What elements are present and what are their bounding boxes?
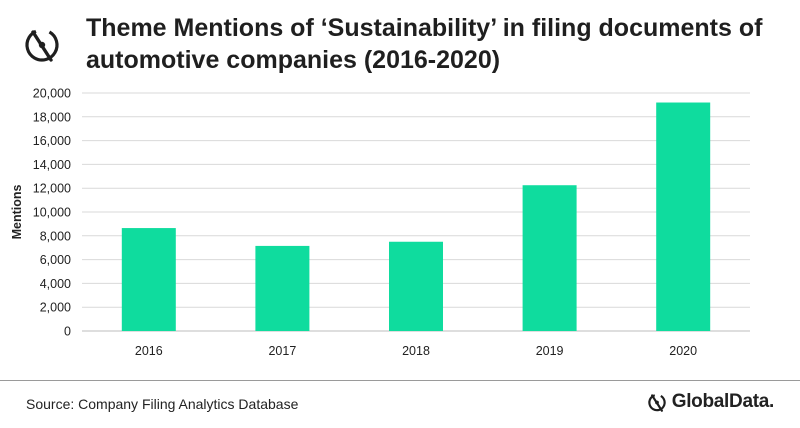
y-tick-label: 2,000	[40, 301, 71, 315]
y-axis-ticks: 0 2,000 4,000 6,000 8,000 10,000 12,000 14,000 1…	[33, 87, 71, 339]
bar-2017	[255, 245, 310, 331]
source-note: Source: Company Filing Analytics Databas…	[26, 396, 299, 412]
x-tick-label: 2019	[536, 344, 564, 358]
y-tick-label: 4,000	[40, 277, 71, 291]
brand-name: GlobalData.	[671, 391, 775, 412]
globaldata-logo-icon	[25, 28, 59, 62]
x-tick-label: 2018	[402, 344, 430, 358]
x-axis-ticks: 2016 2017 2018 2019 2020	[135, 344, 697, 358]
x-tick-label: 2017	[268, 344, 296, 358]
y-tick-label: 20,000	[33, 87, 71, 101]
brand-logo: GlobalData.	[646, 390, 774, 414]
y-tick-label: 6,000	[40, 253, 71, 267]
y-tick-label: 16,000	[33, 134, 71, 148]
y-tick-label: 0	[64, 325, 71, 339]
y-tick-label: 8,000	[40, 229, 71, 243]
x-tick-label: 2016	[135, 344, 163, 358]
y-tick-label: 10,000	[33, 206, 71, 220]
globaldata-mark-icon	[647, 393, 666, 412]
bar-2018	[389, 241, 443, 331]
y-tick-label: 12,000	[33, 182, 71, 196]
chart-title-line-1: Theme Mentions of ‘Sustainability’ in fi…	[86, 14, 763, 42]
footer-divider	[0, 380, 800, 381]
chart-title-line-2: automotive companies (2016-2020)	[86, 46, 501, 74]
y-tick-label: 18,000	[33, 110, 71, 124]
bars	[121, 102, 711, 332]
bar-2020	[656, 102, 711, 332]
chart-title: Theme Mentions of ‘Sustainability’ in fi…	[86, 12, 786, 76]
bar-chart: 0 2,000 4,000 6,000 8,000 10,000 12,000 14,000 1…	[10, 87, 750, 358]
bar-2016	[121, 228, 176, 331]
x-tick-label: 2020	[669, 344, 697, 358]
y-tick-label: 14,000	[33, 158, 71, 172]
bar-2019	[522, 185, 577, 331]
y-axis-title: Mentions	[10, 185, 24, 240]
